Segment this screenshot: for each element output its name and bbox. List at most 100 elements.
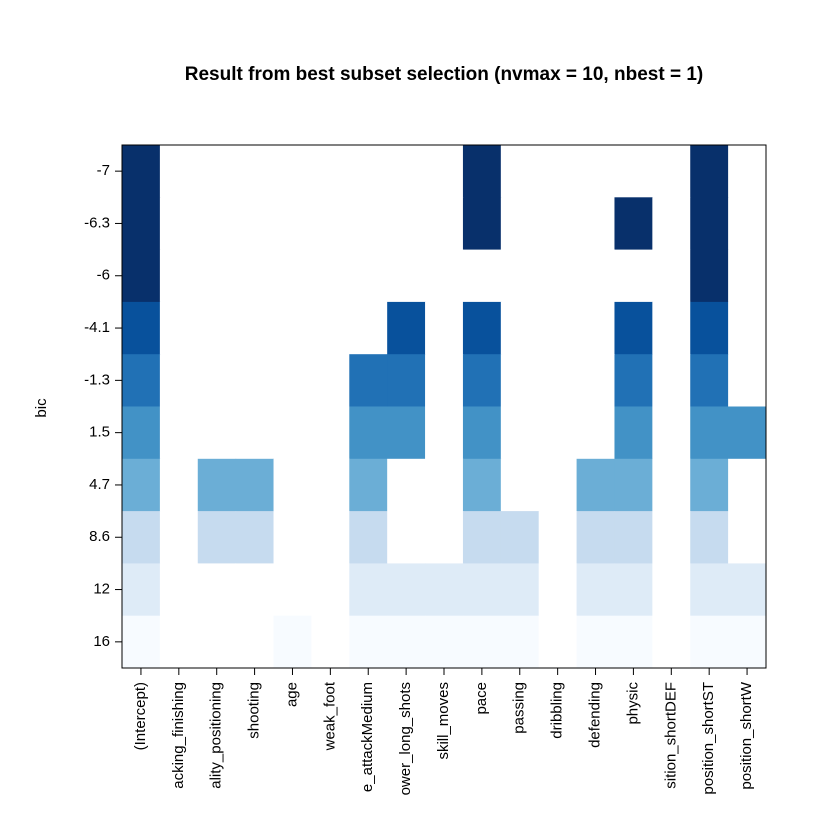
cell <box>273 406 312 460</box>
cell <box>387 145 426 198</box>
cell <box>311 615 350 669</box>
cell <box>538 145 578 198</box>
cell <box>652 249 691 303</box>
cell <box>273 354 312 407</box>
cell <box>349 197 388 251</box>
y-tick-label: 16 <box>93 633 110 650</box>
cell <box>652 301 691 355</box>
cell <box>690 511 729 564</box>
cell <box>462 406 502 460</box>
y-tick-label: 1.5 <box>89 424 110 441</box>
cell <box>538 458 578 512</box>
cell <box>728 145 767 198</box>
cell <box>387 249 426 303</box>
cell <box>349 145 388 198</box>
cell <box>387 354 426 407</box>
cell <box>538 197 578 251</box>
cell <box>122 145 161 198</box>
cell <box>538 563 578 617</box>
cell <box>614 145 653 198</box>
cell <box>728 406 767 460</box>
cell <box>122 197 161 251</box>
cell <box>349 249 388 303</box>
cell <box>500 458 540 512</box>
cell <box>462 511 502 564</box>
cell <box>500 563 540 617</box>
cell <box>197 563 237 617</box>
cell <box>500 249 540 303</box>
cell <box>235 458 275 512</box>
x-tick-label: acking_finishing <box>170 682 187 789</box>
cell <box>159 145 199 198</box>
x-tick-label: defending <box>586 682 603 748</box>
cell <box>614 511 653 564</box>
cell <box>652 406 691 460</box>
cell <box>538 615 578 669</box>
cell <box>728 615 767 669</box>
cell <box>425 249 464 303</box>
cell <box>690 458 729 512</box>
cell <box>576 197 615 251</box>
cell <box>311 563 350 617</box>
cell <box>728 197 767 251</box>
cell <box>273 458 312 512</box>
x-tick-label: weak_foot <box>321 681 338 751</box>
y-tick-label: -6 <box>97 267 110 284</box>
x-tick-label: age <box>283 682 300 707</box>
cell <box>235 406 275 460</box>
cell <box>349 458 388 512</box>
cell <box>690 197 729 251</box>
cell <box>197 406 237 460</box>
cell <box>311 197 350 251</box>
cell <box>387 406 426 460</box>
x-tick-label: position_shortST <box>700 682 717 795</box>
x-tick-label: dribbling <box>549 682 566 739</box>
cell <box>122 458 161 512</box>
cell <box>462 563 502 617</box>
cell <box>235 354 275 407</box>
cell <box>197 249 237 303</box>
cell <box>349 354 388 407</box>
cell <box>273 615 312 669</box>
y-tick-label: -6.3 <box>84 214 110 231</box>
cell <box>576 301 615 355</box>
cell <box>122 354 161 407</box>
cell <box>652 511 691 564</box>
cell <box>235 301 275 355</box>
cell <box>728 511 767 564</box>
x-tick-label: position_shortW <box>738 681 755 789</box>
cell <box>538 354 578 407</box>
cell <box>425 511 464 564</box>
cell <box>652 145 691 198</box>
cell <box>462 145 502 198</box>
cell <box>500 354 540 407</box>
cell <box>235 249 275 303</box>
cell <box>538 249 578 303</box>
cell <box>462 458 502 512</box>
cell <box>425 615 464 669</box>
cell <box>690 563 729 617</box>
cell <box>235 511 275 564</box>
cell <box>159 354 199 407</box>
x-tick-label: pace <box>473 682 490 715</box>
x-tick-label: (Intercept) <box>132 682 149 750</box>
cell <box>349 563 388 617</box>
x-tick-label: ower_long_shots <box>397 682 414 795</box>
cell <box>614 354 653 407</box>
cell <box>576 563 615 617</box>
cell <box>462 301 502 355</box>
cell <box>349 301 388 355</box>
cell <box>159 458 199 512</box>
cell <box>273 145 312 198</box>
cell <box>728 354 767 407</box>
cell <box>122 511 161 564</box>
cell <box>425 145 464 198</box>
cell <box>614 615 653 669</box>
cell <box>235 615 275 669</box>
cell <box>122 249 161 303</box>
cell <box>159 301 199 355</box>
x-tick-label: e_attackMedium <box>359 682 376 792</box>
cell <box>197 615 237 669</box>
cell <box>576 615 615 669</box>
cell <box>311 301 350 355</box>
